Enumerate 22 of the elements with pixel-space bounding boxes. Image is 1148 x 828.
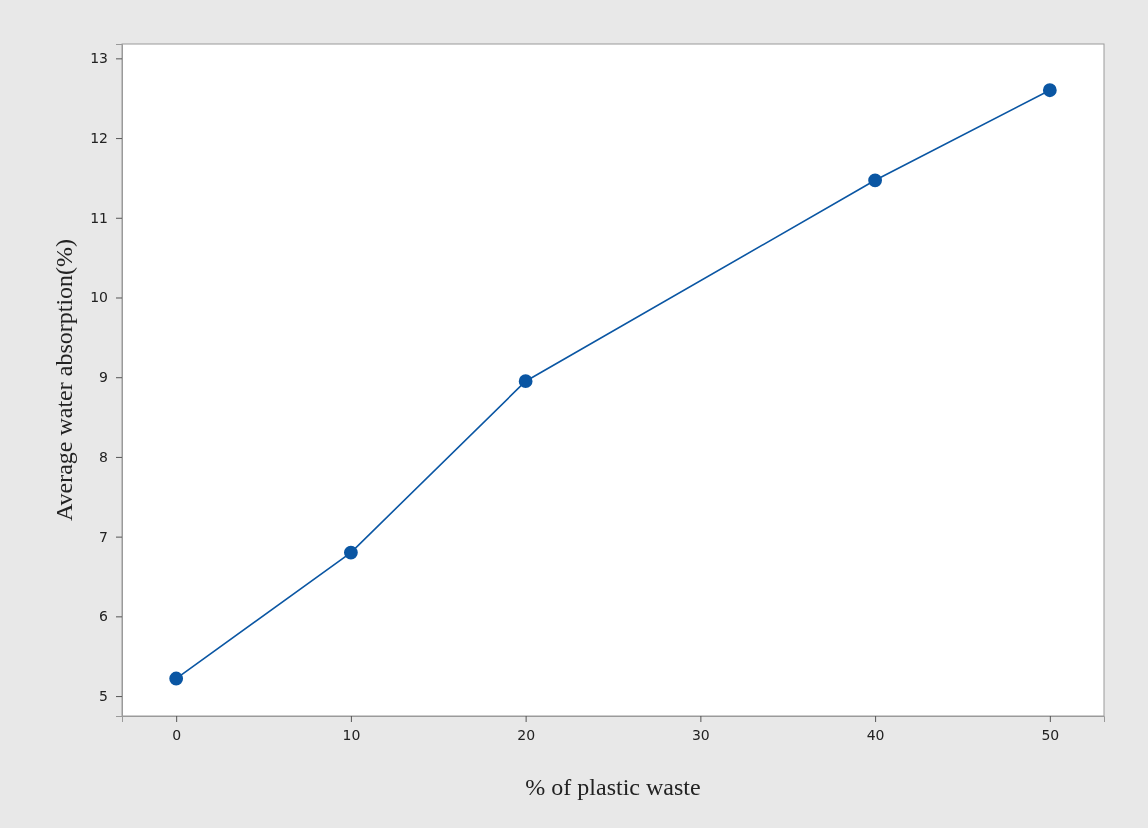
x-axis-title: % of plastic waste xyxy=(525,774,701,800)
x-tick-label: 40 xyxy=(866,726,885,743)
x-tick-label: 50 xyxy=(1041,726,1060,743)
y-tick-label: 5 xyxy=(99,688,108,705)
x-tick-label: 30 xyxy=(691,726,710,743)
y-tick-label: 8 xyxy=(99,448,108,465)
x-tick-label: 10 xyxy=(342,726,361,743)
point xyxy=(518,374,533,389)
x-tick-label: 20 xyxy=(517,726,536,743)
point xyxy=(169,671,184,686)
y-tick-label: 7 xyxy=(99,528,108,545)
point xyxy=(343,545,358,560)
y-tick-label: 6 xyxy=(99,608,109,625)
point xyxy=(1042,83,1057,98)
y-tick-label: 13 xyxy=(90,50,108,67)
y-tick-label: 10 xyxy=(90,289,108,306)
y-tick-label: 9 xyxy=(99,369,108,386)
point xyxy=(868,173,883,188)
y-axis-title: Average water absorption(%) xyxy=(51,238,77,522)
y-tick-label: 12 xyxy=(90,130,108,147)
y-tick-label: 11 xyxy=(90,209,108,226)
x-tick-label: 0 xyxy=(172,726,182,743)
